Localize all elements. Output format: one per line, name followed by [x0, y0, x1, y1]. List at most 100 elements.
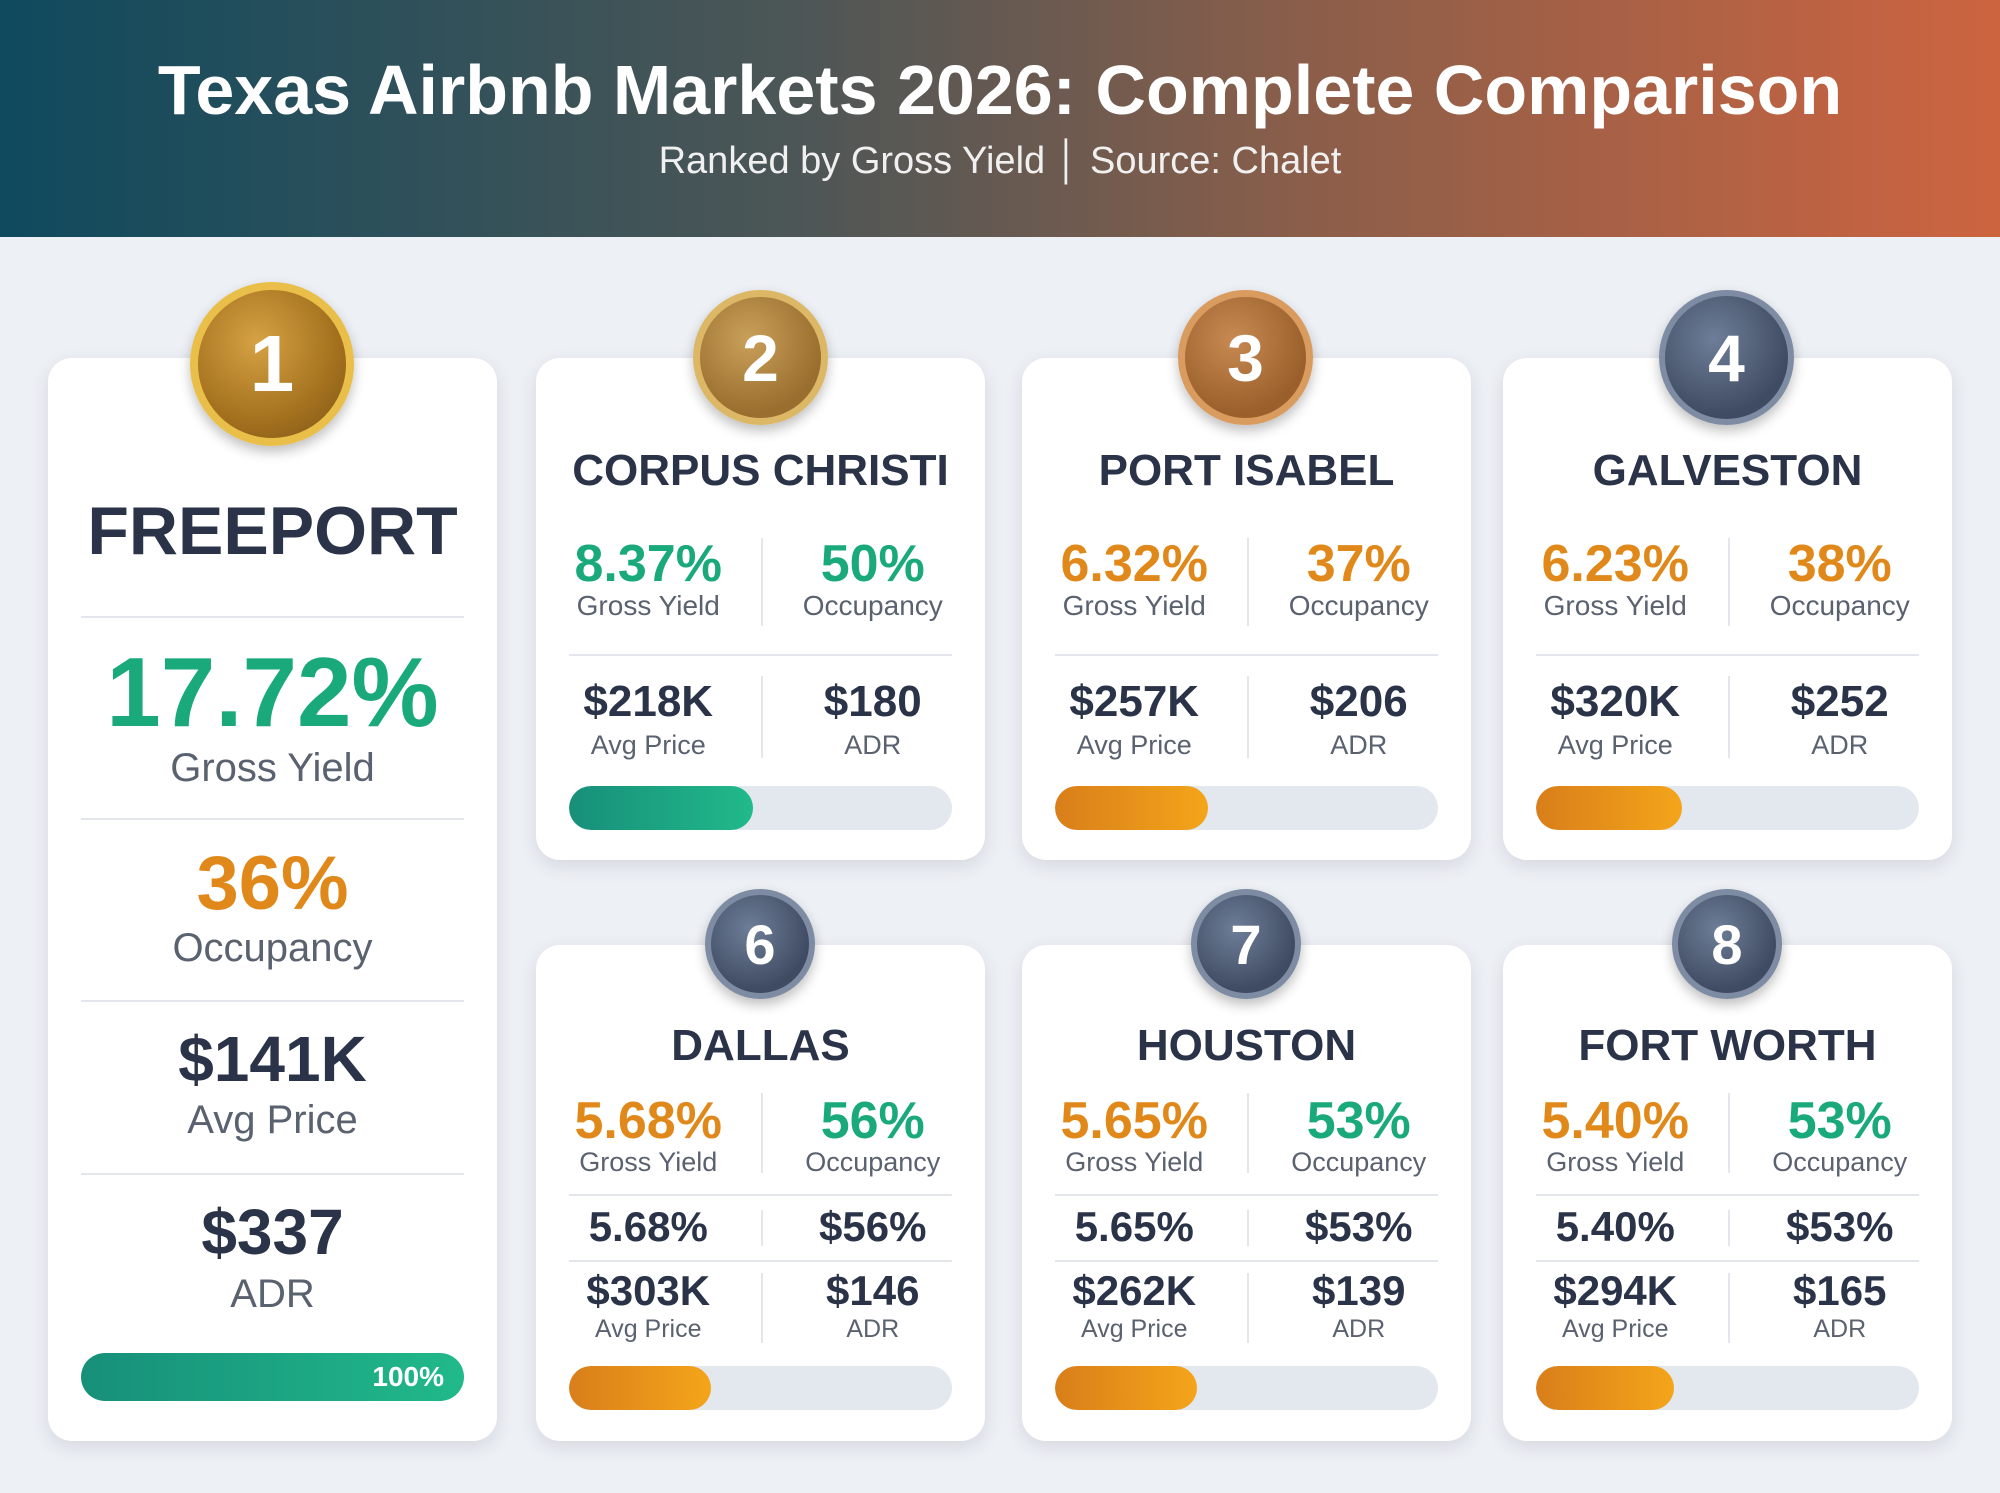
gross-yield-label: Gross Yield [1065, 1147, 1204, 1177]
yield-progress-fill: 100% [81, 1353, 464, 1401]
rank-number: 1 [249, 319, 295, 408]
mid-left-value: 5.40% [1555, 1203, 1675, 1250]
rank-number: 6 [744, 912, 776, 976]
rank-number: 8 [1711, 912, 1743, 976]
rank-number: 7 [1230, 912, 1262, 976]
occupancy-value: 53% [1787, 1092, 1892, 1150]
avg-price-value: $294K [1553, 1267, 1678, 1314]
occupancy-value: 50% [820, 535, 925, 593]
yield-progress-bar [1055, 786, 1438, 830]
page-title: Texas Airbnb Markets 2026: Complete Comp… [157, 51, 1843, 129]
city-name: GALVESTON [1592, 446, 1863, 495]
occupancy-label: Occupancy [1288, 590, 1429, 621]
occupancy-value: 56% [820, 1092, 925, 1150]
occupancy-label: Occupancy [1769, 590, 1910, 621]
adr-value: $252 [1790, 677, 1889, 726]
occupancy-label: Occupancy [1772, 1147, 1908, 1177]
adr-value: $165 [1793, 1267, 1887, 1314]
yield-progress-fill [1055, 786, 1209, 830]
city-name: FORT WORTH [1578, 1021, 1877, 1070]
adr-label: ADR [1332, 1315, 1386, 1343]
yield-progress-bar [569, 1366, 952, 1410]
gross-yield-label: Gross Yield [579, 1147, 718, 1177]
gross-yield-value: 6.23% [1541, 535, 1689, 593]
adr-label: ADR [230, 1272, 315, 1316]
yield-progress-label: 100% [372, 1361, 444, 1392]
yield-progress-fill [1055, 1366, 1197, 1410]
avg-price-value: $320K [1550, 677, 1681, 726]
rank-badge: 4 [1659, 290, 1794, 425]
gross-yield-value: 6.32% [1060, 535, 1208, 593]
rank-badge: 2 [693, 290, 828, 425]
rank-badge: 8 [1672, 889, 1782, 999]
adr-label: ADR [1813, 1315, 1867, 1343]
occupancy-value: 37% [1306, 535, 1411, 593]
city-name: CORPUS CHRISTI [572, 446, 949, 495]
yield-progress-fill [1536, 1366, 1674, 1410]
rank-number: 4 [1708, 320, 1745, 395]
yield-progress-bar [569, 786, 952, 830]
occupancy-label: Occupancy [805, 1147, 941, 1177]
gross-yield-label: Gross Yield [1546, 1147, 1685, 1177]
occupancy-label: Occupancy [802, 590, 943, 621]
avg-price-label: Avg Price [1080, 1315, 1188, 1343]
adr-value: $180 [823, 677, 922, 726]
adr-value: $146 [826, 1267, 920, 1314]
adr-label: ADR [846, 1315, 900, 1343]
rank-number: 3 [1227, 320, 1264, 395]
gross-yield-value: 5.65% [1060, 1092, 1208, 1150]
yield-progress-bar [1055, 1366, 1438, 1410]
occupancy-value: 53% [1306, 1092, 1411, 1150]
gross-yield-label: Gross Yield [170, 746, 375, 790]
avg-price-label: Avg Price [1561, 1315, 1669, 1343]
rank-badge: 7 [1191, 889, 1301, 999]
mid-left-value: 5.68% [588, 1203, 708, 1250]
yield-progress-fill [1536, 786, 1682, 830]
adr-value: $206 [1309, 677, 1408, 726]
mid-left-value: 5.65% [1074, 1203, 1194, 1250]
avg-price-value: $262K [1072, 1267, 1197, 1314]
occupancy-value: 36% [196, 841, 349, 926]
occupancy-value: 38% [1787, 535, 1892, 593]
market-card-galveston: GALVESTON 6.23% 38% Gross Yield Occupanc… [1503, 358, 1952, 860]
yield-progress-bar: 100% [81, 1353, 464, 1401]
avg-price-label: Avg Price [1076, 730, 1192, 760]
page-subtitle: Ranked by Gross Yield │ Source: Chalet [658, 140, 1342, 182]
mid-right-value: $53% [1786, 1203, 1894, 1250]
adr-value: $139 [1312, 1267, 1406, 1314]
yield-progress-bar [1536, 786, 1919, 830]
avg-price-label: Avg Price [590, 730, 706, 760]
adr-label: ADR [844, 730, 902, 760]
market-card-freeport: FREEPORT 17.72% Gross Yield 36% Occupanc… [48, 358, 497, 1441]
city-name: HOUSTON [1136, 1021, 1357, 1070]
gross-yield-value: 5.40% [1541, 1092, 1689, 1150]
avg-price-value: $141K [178, 1023, 367, 1095]
occupancy-label: Occupancy [1291, 1147, 1427, 1177]
avg-price-label: Avg Price [1557, 730, 1673, 760]
market-card-fort-worth: FORT WORTH 5.40% 53% Gross Yield Occupan… [1503, 945, 1952, 1441]
market-card-houston: HOUSTON 5.65% 53% Gross Yield Occupancy … [1022, 945, 1471, 1441]
yield-progress-fill [569, 1366, 711, 1410]
rank-number: 2 [742, 320, 779, 395]
gross-yield-label: Gross Yield [1543, 590, 1687, 621]
avg-price-label: Avg Price [187, 1098, 358, 1142]
city-name: FREEPORT [87, 493, 458, 569]
yield-progress-bar [1536, 1366, 1919, 1410]
mid-right-value: $56% [819, 1203, 927, 1250]
avg-price-value: $218K [583, 677, 714, 726]
adr-label: ADR [1330, 730, 1388, 760]
mid-right-value: $53% [1305, 1203, 1413, 1250]
gross-yield-label: Gross Yield [1062, 590, 1206, 621]
adr-value: $337 [201, 1196, 344, 1268]
occupancy-label: Occupancy [172, 926, 373, 970]
city-name: DALLAS [671, 1021, 850, 1070]
gross-yield-value: 5.68% [574, 1092, 722, 1150]
gross-yield-value: 17.72% [106, 637, 439, 747]
avg-price-value: $303K [586, 1267, 711, 1314]
gross-yield-label: Gross Yield [576, 590, 720, 621]
rank-badge: 3 [1178, 290, 1313, 425]
rank-badge: 6 [705, 889, 815, 999]
header-banner: Texas Airbnb Markets 2026: Complete Comp… [0, 0, 2000, 237]
adr-label: ADR [1811, 730, 1869, 760]
market-card-dallas: DALLAS 5.68% 56% Gross Yield Occupancy 5… [536, 945, 985, 1441]
